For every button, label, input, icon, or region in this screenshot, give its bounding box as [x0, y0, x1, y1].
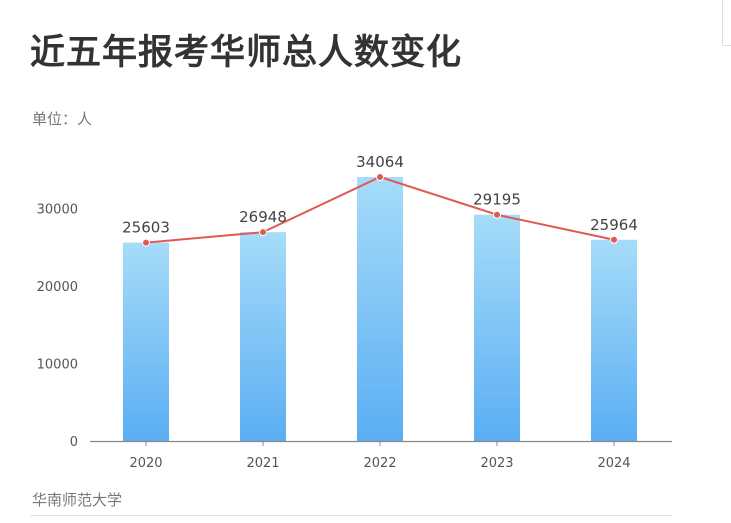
data-label-2024: 25964 — [590, 216, 638, 234]
y-tick-label: 10000 — [37, 357, 78, 372]
bars — [123, 177, 637, 441]
y-axis-labels: 0 10000 20000 30000 — [37, 202, 78, 450]
bar-2020 — [123, 242, 169, 441]
trend-point-2022 — [376, 173, 384, 181]
bar-2023 — [474, 214, 520, 441]
bar-2024 — [591, 239, 637, 441]
unit-label: 单位：人 — [32, 110, 93, 128]
data-label-2021: 26948 — [239, 208, 287, 226]
data-label-2022: 34064 — [356, 153, 404, 171]
trend-point-2021 — [259, 228, 267, 237]
y-tick-label: 30000 — [37, 202, 78, 217]
y-tick-label: 20000 — [37, 280, 78, 295]
x-tick-label-2020: 2020 — [129, 456, 162, 471]
footer-divider — [30, 515, 672, 516]
x-tick-label-2022: 2022 — [363, 456, 396, 471]
x-tick-label-2023: 2023 — [480, 456, 513, 471]
trend-point-2023 — [493, 210, 501, 219]
x-tick-label-2021: 2021 — [246, 456, 279, 471]
y-tick-label: 0 — [70, 435, 78, 450]
bar-2022 — [357, 177, 403, 441]
x-axis-labels: 2020 2021 2022 2023 2024 — [129, 456, 630, 471]
bar-2021 — [240, 232, 286, 441]
trend-point-2020 — [142, 238, 150, 247]
data-label-2023: 29195 — [473, 191, 521, 209]
trend-points — [142, 173, 618, 247]
data-label-2020: 25603 — [122, 219, 170, 237]
data-labels: 25603 26948 34064 29195 25964 — [122, 153, 638, 237]
trend-point-2024 — [610, 235, 618, 244]
chart-title: 近五年报考华师总人数变化 — [30, 33, 463, 73]
corner-mark — [722, 0, 731, 46]
source-label: 华南师范大学 — [32, 491, 123, 509]
x-axis — [90, 440, 672, 446]
x-tick-label-2024: 2024 — [597, 456, 630, 471]
